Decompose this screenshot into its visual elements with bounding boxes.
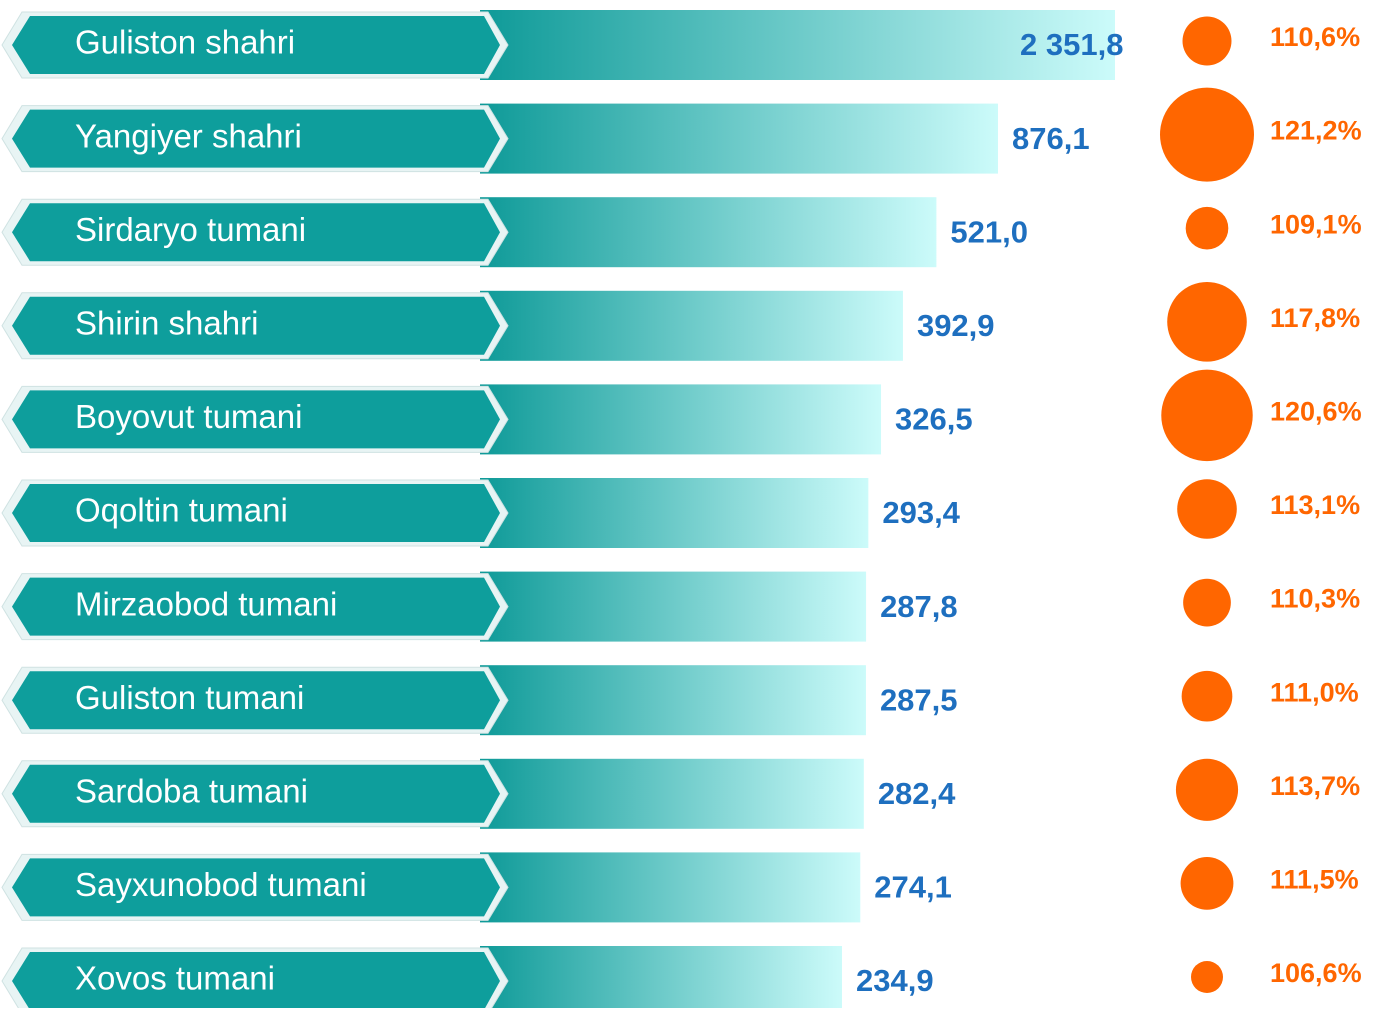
- category-label: Yangiyer shahri: [75, 117, 302, 154]
- bar: [480, 290, 903, 361]
- bar: [480, 852, 861, 923]
- value-label: 282,4: [878, 776, 956, 811]
- value-label: 521,0: [950, 214, 1028, 249]
- bubble: [1161, 369, 1253, 462]
- bubble-label: 111,5%: [1270, 865, 1359, 895]
- bar: [480, 103, 998, 174]
- value-label: 234,9: [856, 963, 934, 998]
- bubble-label: 106,6%: [1270, 958, 1362, 988]
- bubble: [1191, 961, 1223, 993]
- bubble-label: 120,6%: [1270, 397, 1362, 427]
- bar: [480, 10, 1115, 80]
- bubble: [1167, 282, 1247, 362]
- bubble-label: 113,1%: [1270, 490, 1360, 520]
- value-label: 392,9: [917, 308, 995, 343]
- bar: [480, 197, 937, 268]
- bar: [480, 758, 864, 829]
- category-label: Xovos tumani: [75, 960, 275, 997]
- bubble: [1160, 87, 1254, 182]
- bubble-label: 111,0%: [1270, 677, 1359, 707]
- bar: [480, 946, 842, 1013]
- category-tab-inner: [12, 484, 500, 542]
- bubble: [1175, 758, 1239, 821]
- category-label: Shirin shahri: [75, 305, 258, 342]
- category-label: Oqoltin tumani: [75, 492, 288, 529]
- value-label: 876,1: [1012, 121, 1090, 156]
- bubble-label: 109,1%: [1270, 209, 1362, 239]
- category-tab-inner: [12, 671, 500, 730]
- category-tab-inner: [12, 764, 500, 823]
- bubble: [1180, 856, 1234, 910]
- category-label: Sirdaryo tumani: [75, 211, 306, 248]
- category-label: Guliston shahri: [75, 24, 295, 61]
- category-tab-inner: [12, 577, 500, 636]
- bubble-label: 110,6%: [1270, 22, 1360, 52]
- category-tab-inner: [12, 390, 500, 449]
- value-label: 293,4: [882, 495, 960, 530]
- category-label: Sayxunobod tumani: [75, 866, 367, 903]
- value-label: 2 351,8: [1020, 27, 1123, 62]
- bubble: [1181, 670, 1233, 722]
- bar: [480, 384, 882, 455]
- category-tab-inner: [12, 203, 500, 262]
- value-label: 287,5: [880, 682, 958, 717]
- bar: [480, 478, 869, 548]
- category-tab-inner: [12, 858, 500, 917]
- bubble: [1185, 206, 1229, 250]
- bubble-label: 117,8%: [1270, 303, 1360, 333]
- value-label: 287,8: [880, 589, 958, 624]
- category-tab-inner: [12, 952, 500, 1010]
- bubble: [1182, 16, 1232, 66]
- bubble: [1183, 578, 1231, 627]
- bubble-label: 121,2%: [1270, 116, 1362, 146]
- bubble: [1177, 479, 1237, 539]
- category-label: Sardoba tumani: [75, 773, 308, 810]
- bar: [480, 571, 867, 642]
- value-label: 326,5: [895, 402, 973, 437]
- value-label: 274,1: [874, 870, 952, 905]
- category-label: Guliston tumani: [75, 679, 304, 716]
- category-tab-inner: [12, 296, 500, 355]
- bubble-label: 113,7%: [1270, 771, 1360, 801]
- bubble-label: 110,3%: [1270, 584, 1360, 614]
- category-tab-inner: [12, 109, 500, 168]
- category-label: Mirzaobod tumani: [75, 585, 337, 622]
- category-label: Boyovut tumani: [75, 398, 302, 435]
- bar: [480, 665, 866, 736]
- category-tab-inner: [12, 16, 500, 74]
